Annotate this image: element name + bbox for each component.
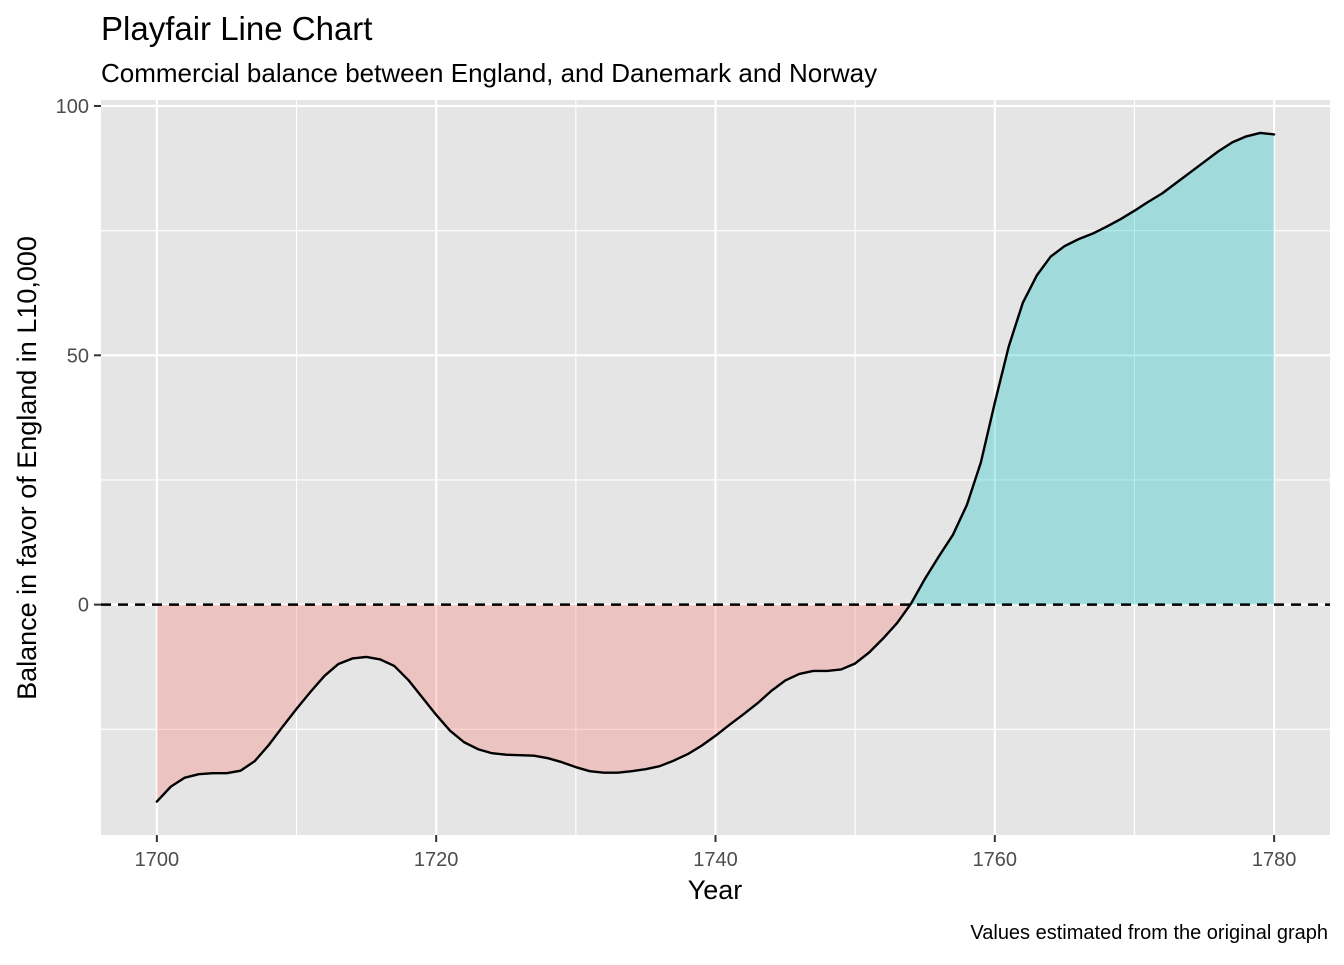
y-tick-label: 50 <box>67 345 89 367</box>
chart-caption: Values estimated from the original graph <box>970 922 1328 944</box>
x-axis: 1700 1720 1740 1760 1780 <box>135 835 1297 871</box>
x-tick-label: 1720 <box>414 849 459 871</box>
x-tick-label: 1760 <box>973 849 1018 871</box>
y-axis: 0 50 100 <box>56 96 101 617</box>
chart-subtitle: Commercial balance between England, and … <box>101 58 877 88</box>
x-tick-label: 1740 <box>693 849 738 871</box>
x-axis-title: Year <box>688 875 743 905</box>
x-tick-label: 1780 <box>1252 849 1297 871</box>
chart-title: Playfair Line Chart <box>101 10 372 47</box>
y-tick-label: 0 <box>78 595 89 617</box>
y-axis-title: Balance in favor of England in L10,000 <box>12 236 42 700</box>
x-tick-label: 1700 <box>135 849 180 871</box>
y-tick-label: 100 <box>56 96 89 118</box>
